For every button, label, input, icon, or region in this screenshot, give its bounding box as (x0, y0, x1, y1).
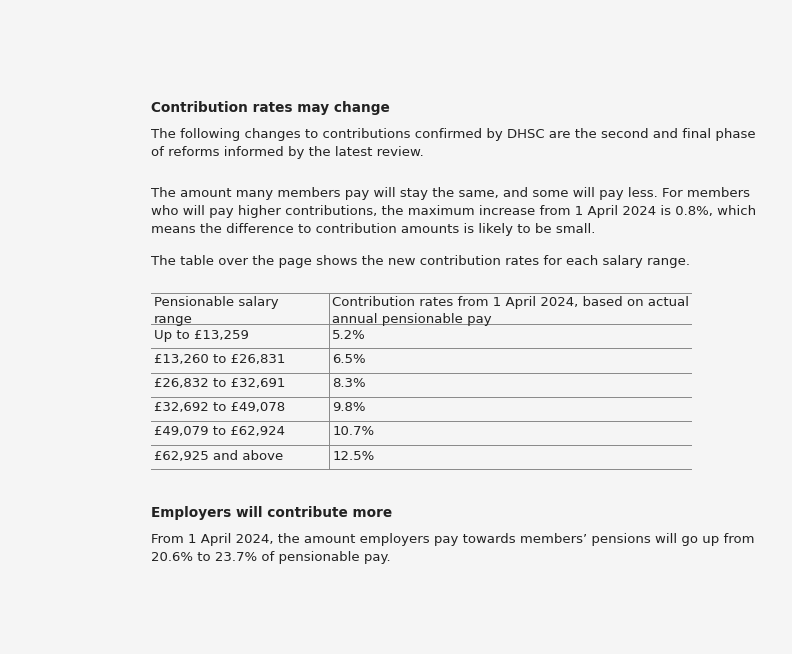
Text: 6.5%: 6.5% (333, 353, 366, 366)
Text: Contribution rates may change: Contribution rates may change (151, 101, 390, 115)
Text: Pensionable salary
range: Pensionable salary range (154, 296, 279, 326)
Text: The table over the page shows the new contribution rates for each salary range.: The table over the page shows the new co… (151, 255, 690, 268)
Text: 5.2%: 5.2% (333, 329, 366, 342)
Text: £13,260 to £26,831: £13,260 to £26,831 (154, 353, 286, 366)
Text: 12.5%: 12.5% (333, 449, 375, 462)
Text: Employers will contribute more: Employers will contribute more (151, 506, 392, 519)
Text: Contribution rates from 1 April 2024, based on actual
annual pensionable pay: Contribution rates from 1 April 2024, ba… (333, 296, 689, 326)
Text: The following changes to contributions confirmed by DHSC are the second and fina: The following changes to contributions c… (151, 128, 756, 159)
Text: From 1 April 2024, the amount employers pay towards members’ pensions will go up: From 1 April 2024, the amount employers … (151, 533, 755, 564)
Text: The amount many members pay will stay the same, and some will pay less. For memb: The amount many members pay will stay th… (151, 187, 756, 236)
Text: 8.3%: 8.3% (333, 377, 366, 390)
Text: £62,925 and above: £62,925 and above (154, 449, 284, 462)
Text: 9.8%: 9.8% (333, 402, 366, 414)
Text: £26,832 to £32,691: £26,832 to £32,691 (154, 377, 286, 390)
Text: 10.7%: 10.7% (333, 426, 375, 438)
Text: £32,692 to £49,078: £32,692 to £49,078 (154, 402, 285, 414)
Text: Up to £13,259: Up to £13,259 (154, 329, 249, 342)
Text: £49,079 to £62,924: £49,079 to £62,924 (154, 426, 285, 438)
